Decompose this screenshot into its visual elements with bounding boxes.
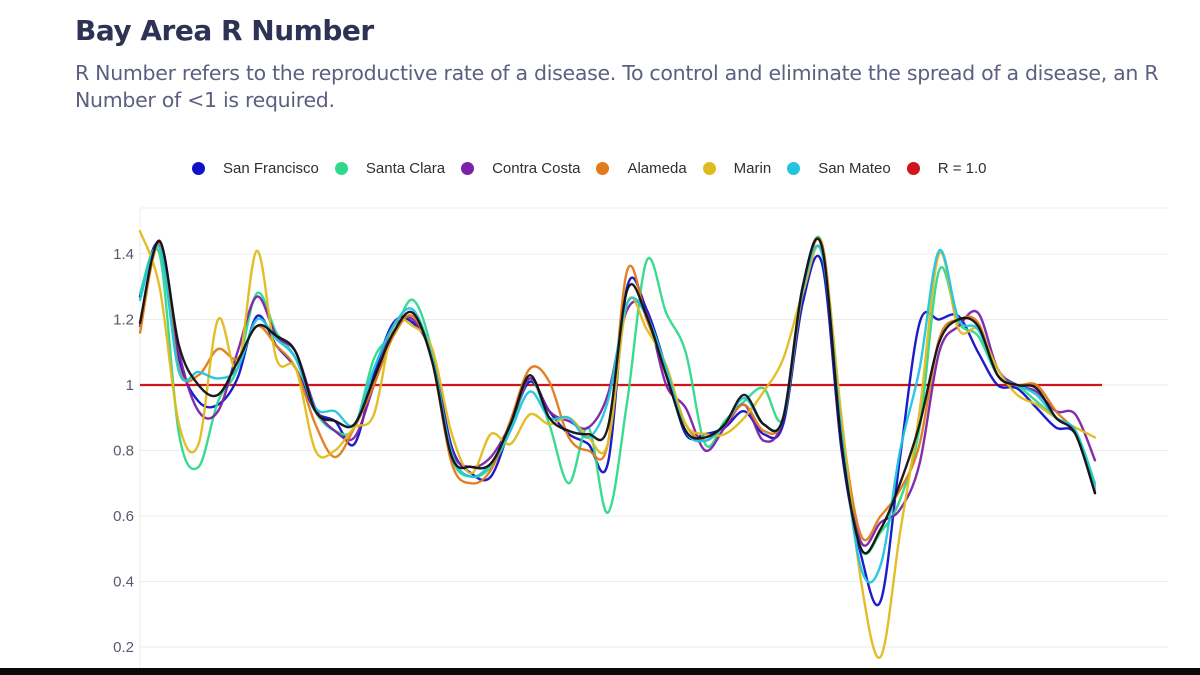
legend-item-alameda[interactable]: Alameda [596, 160, 687, 177]
legend-marker-icon [596, 162, 610, 175]
legend-label: Contra Costa [492, 160, 581, 177]
legend-item-r-1-0[interactable]: R = 1.0 [906, 160, 987, 177]
legend-label: Alameda [627, 160, 687, 177]
y-tick-label: 1 [126, 377, 134, 394]
legend-item-marin[interactable]: Marin [702, 160, 772, 177]
series-line-san-mateo [138, 244, 1097, 584]
chart-subtitle: R Number refers to the reproductive rate… [75, 61, 1159, 112]
y-tick-label: 0.8 [113, 443, 134, 460]
series-line-alameda [138, 236, 1097, 542]
legend-marker-icon [787, 162, 801, 175]
legend-marker-icon [334, 162, 348, 175]
legend-item-san-francisco[interactable]: San Francisco [192, 160, 319, 177]
legend-label: Marin [733, 160, 772, 177]
legend-item-santa-clara[interactable]: Santa Clara [334, 160, 446, 177]
legend-label: R = 1.0 [937, 160, 987, 177]
series-line-santa-clara [138, 235, 1097, 556]
legend-item-contra-costa[interactable]: Contra Costa [461, 160, 580, 177]
legend-marker-icon [192, 162, 205, 175]
y-tick-label: 0.6 [113, 508, 134, 525]
series-line-contra-costa [138, 237, 1097, 547]
y-tick-label: 1.2 [113, 312, 134, 329]
legend-label: San Mateo [818, 160, 891, 177]
legend-label: Santa Clara [365, 160, 446, 177]
legend-marker-icon [461, 162, 475, 175]
series-line-bay-area [138, 237, 1097, 555]
bottom-edge-bar [0, 668, 1200, 675]
legend-marker-icon [906, 162, 920, 175]
chart-legend: San Francisco Santa Clara Contra Costa Alam… [192, 160, 1003, 177]
legend-item-san-mateo[interactable]: San Mateo [787, 160, 891, 177]
y-tick-label: 0.2 [113, 639, 134, 656]
y-tick-label: 0.4 [113, 574, 134, 591]
legend-label: San Francisco [223, 160, 319, 177]
chart-title: Bay Area R Number [75, 14, 374, 47]
legend-marker-icon [702, 162, 716, 175]
y-tick-label: 1.4 [113, 246, 134, 263]
